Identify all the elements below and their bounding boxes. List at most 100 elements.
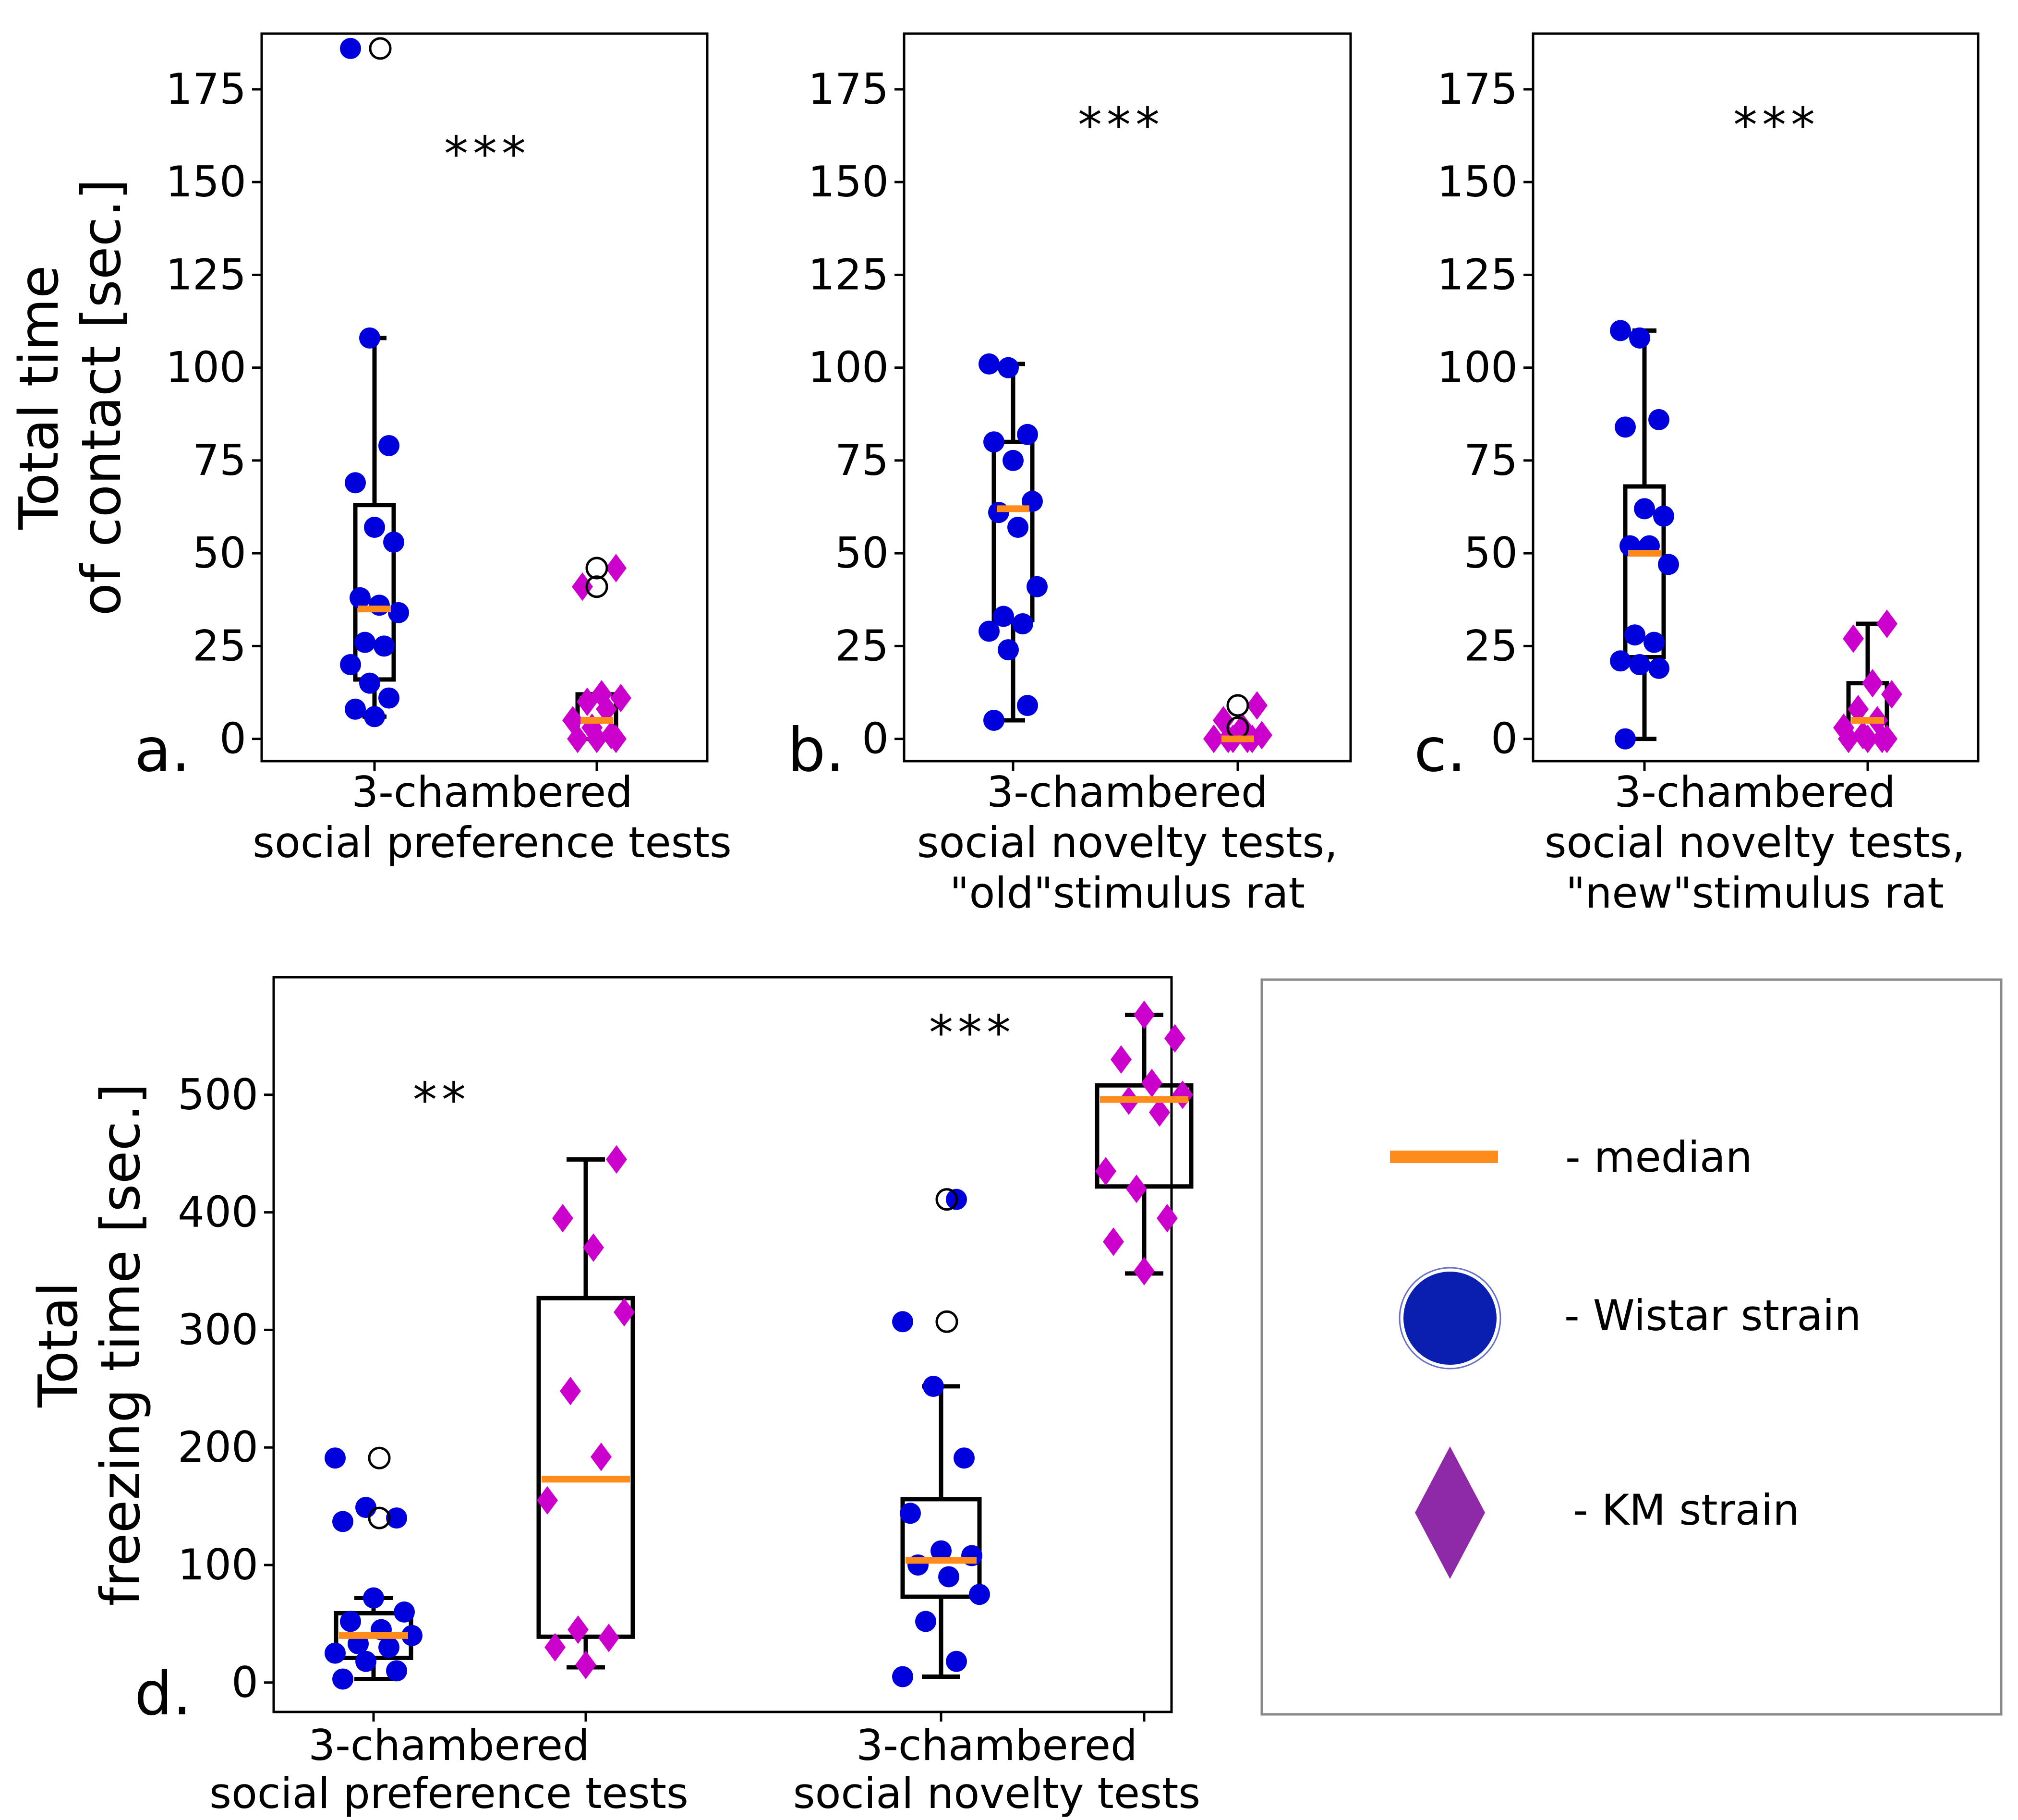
box-group-wistar: [1610, 320, 1679, 750]
wistar-point: [354, 631, 375, 653]
wistar-point: [983, 431, 1004, 453]
wistar-point: [345, 472, 366, 494]
km-point: [1111, 1045, 1132, 1074]
box-group-km: [1095, 1000, 1194, 1286]
km-point: [1862, 668, 1883, 698]
y-tick-label: 175: [808, 64, 889, 114]
wistar-point: [394, 1601, 415, 1623]
y-axis-label: freezing time [sec.]: [90, 1083, 152, 1606]
box-group-wistar: [892, 1188, 990, 1687]
km-point: [1246, 691, 1268, 720]
wistar-point: [340, 1611, 361, 1632]
wistar-point: [988, 502, 1009, 523]
panel-a: 0 25 50 75 100 125 150 175 *** 3-chamberedsocial …: [8, 32, 732, 867]
y-tick-label: 175: [1437, 64, 1518, 114]
significance-marker: **: [413, 1072, 471, 1128]
y-tick-label: 25: [835, 621, 889, 670]
significance-marker: ***: [1733, 97, 1820, 153]
legend-median-label: - median: [1565, 1132, 1752, 1182]
wistar-point: [998, 357, 1019, 378]
legend-frame: [1260, 978, 2003, 1716]
wistar-point: [900, 1503, 921, 1524]
x-axis-label: 3-chambered: [351, 767, 633, 817]
wistar-point: [954, 1447, 975, 1469]
km-point: [1157, 1204, 1178, 1233]
box-group-wistar: [325, 1446, 423, 1690]
outlier-marker: [369, 37, 392, 60]
y-tick-label: 75: [193, 436, 246, 485]
wistar-point: [355, 1650, 376, 1672]
km-point: [572, 572, 593, 601]
significance-marker: ***: [929, 1005, 1015, 1061]
x-axis-label: 3-chambered: [987, 767, 1268, 817]
y-tick-label: 50: [193, 528, 246, 578]
km-point: [1134, 1257, 1155, 1286]
x-axis-label: social preference tests: [209, 1769, 689, 1818]
x-axis-label: social novelty tests,: [1545, 818, 1966, 867]
wistar-point: [363, 1587, 384, 1609]
wistar-point: [401, 1625, 423, 1646]
wistar-point: [325, 1642, 346, 1664]
km-point: [1876, 724, 1897, 753]
km-point: [1857, 724, 1878, 753]
panel-letter: b.: [787, 716, 845, 785]
km-point: [552, 1204, 573, 1233]
wistar-point: [1629, 327, 1650, 349]
plot-frame: [272, 976, 1173, 1713]
legend-km-label: - KM strain: [1573, 1485, 1800, 1535]
km-point: [544, 1633, 566, 1662]
km-point: [577, 687, 598, 716]
wistar-point: [1624, 624, 1645, 646]
wistar-point: [1610, 650, 1631, 672]
wistar-point: [1610, 320, 1631, 341]
y-tick-label: 100: [178, 1540, 258, 1589]
x-axis-label: "old"stimulus rat: [950, 868, 1305, 918]
km-point: [1876, 609, 1897, 638]
km-point: [596, 695, 617, 724]
wistar-point: [993, 606, 1014, 627]
wistar-point: [383, 531, 404, 553]
wistar-point: [1643, 631, 1665, 653]
legend-wistar-marker: [1401, 1269, 1499, 1368]
box: [900, 1497, 982, 1599]
wistar-point: [1648, 657, 1669, 679]
km-point: [1149, 1098, 1170, 1127]
x-axis-label: social novelty tests: [793, 1769, 1201, 1818]
box-group-km: [1203, 691, 1272, 753]
wistar-point: [998, 639, 1019, 661]
km-point: [1164, 1024, 1185, 1053]
x-axis-label: social preference tests: [253, 818, 732, 867]
box-group-km: [562, 554, 631, 753]
plot-frame: [1532, 32, 1980, 763]
y-tick-label: 200: [178, 1422, 258, 1472]
km-point: [591, 680, 612, 709]
outlier-marker: [1226, 694, 1249, 717]
box-group-km: [536, 1145, 635, 1679]
y-tick-label: 300: [178, 1305, 258, 1354]
y-tick-label: 150: [166, 157, 246, 206]
y-tick-label: 150: [808, 157, 889, 206]
km-point: [605, 724, 627, 753]
legend-km-marker: [1415, 1446, 1485, 1579]
plot-frame: [260, 32, 709, 763]
wistar-point: [1017, 695, 1038, 716]
km-point: [1251, 721, 1272, 750]
wistar-point: [923, 1375, 944, 1397]
wistar-point: [930, 1540, 952, 1562]
wistar-point: [386, 1660, 407, 1682]
km-point: [1103, 1227, 1124, 1256]
y-tick-label: 50: [1464, 528, 1518, 578]
km-point: [568, 1615, 589, 1644]
km-point: [610, 683, 631, 713]
km-point: [1134, 1000, 1155, 1030]
wistar-point: [938, 1566, 959, 1588]
km-point: [1126, 1174, 1147, 1203]
wistar-point: [1003, 449, 1024, 471]
y-tick-label: 100: [166, 343, 246, 392]
significance-marker: ***: [1078, 97, 1164, 153]
wistar-point: [946, 1650, 967, 1672]
km-point: [614, 1298, 635, 1327]
km-point: [575, 1650, 596, 1679]
